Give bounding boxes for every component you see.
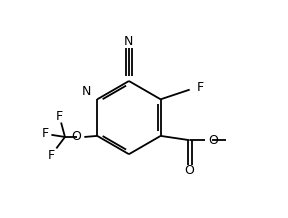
Text: N: N <box>124 35 134 48</box>
Text: O: O <box>208 134 218 147</box>
Text: N: N <box>82 85 91 98</box>
Text: F: F <box>55 110 62 123</box>
Text: O: O <box>185 165 195 177</box>
Text: F: F <box>48 149 55 162</box>
Text: F: F <box>196 80 204 94</box>
Text: O: O <box>71 131 81 143</box>
Text: F: F <box>41 127 48 140</box>
